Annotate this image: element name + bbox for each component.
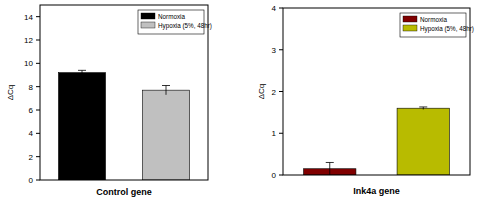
bars <box>304 107 450 175</box>
legend-label: Normoxia <box>420 16 447 23</box>
legend-label: Hypoxia (5%, 48hr) <box>420 25 474 33</box>
x-axis-label: Control gene <box>96 187 152 197</box>
y-tick-label: 0 <box>29 176 34 185</box>
legend-label: Hypoxia (5%, 48hr) <box>158 22 212 30</box>
y-tick <box>36 16 40 17</box>
y-tick <box>36 133 40 134</box>
y-tick-label: 4 <box>29 129 34 138</box>
y-tick-label: 1 <box>272 129 277 138</box>
figure: 02468101214ΔCqControl geneNormoxiaHypoxi… <box>0 0 504 204</box>
y-tick-label: 0 <box>272 171 277 180</box>
y-tick <box>36 40 40 41</box>
y-tick <box>36 63 40 64</box>
error-bar <box>419 107 427 110</box>
bar <box>142 90 189 180</box>
y-axis-label: ΔCq <box>257 84 266 100</box>
legend: Normoxia Hypoxia (5%, 48hr) <box>400 13 474 37</box>
legend-swatch <box>403 16 417 22</box>
legend-swatch <box>141 13 155 19</box>
y-tick <box>36 86 40 87</box>
legend-swatch <box>141 22 155 28</box>
legend: Normoxia Hypoxia (5%, 48hr) <box>138 10 212 34</box>
bar <box>397 108 449 175</box>
legend-swatch <box>403 25 417 31</box>
y-tick-label: 2 <box>29 153 34 162</box>
error-bar <box>326 162 334 175</box>
y-axis-label: ΔCq <box>6 85 15 101</box>
panel: 0 1 2 3 4 ΔCq Ink4a gene Normoxia Hypoxia (5%, 4… <box>257 4 474 196</box>
y-tick-label: 2 <box>272 88 277 97</box>
x-axis-label: Ink4a gene <box>353 186 400 196</box>
y-tick-label: 10 <box>24 59 33 68</box>
error-bar <box>162 86 170 95</box>
y-tick-label: 12 <box>24 36 33 45</box>
y-tick <box>36 110 40 111</box>
y-tick <box>36 156 40 157</box>
y-tick <box>36 180 40 181</box>
plot-frame <box>283 8 470 175</box>
y-tick-label: 4 <box>272 4 277 13</box>
y-tick <box>279 133 283 134</box>
panel: 0 2 4 6 8 10 12 14 ΔCq Control gene Normoxia Hypoxi… <box>6 5 212 197</box>
y-tick-label: 3 <box>272 46 277 55</box>
y-tick-label: 6 <box>29 106 34 115</box>
plot-frame <box>40 5 208 180</box>
error-bar <box>78 70 86 75</box>
bars <box>58 70 189 180</box>
bar <box>58 73 105 180</box>
y-tick-label: 14 <box>24 13 33 22</box>
y-tick <box>279 49 283 50</box>
y-tick-label: 8 <box>29 83 34 92</box>
y-tick <box>279 175 283 176</box>
y-tick <box>279 91 283 92</box>
y-tick <box>279 8 283 9</box>
legend-label: Normoxia <box>158 13 185 20</box>
